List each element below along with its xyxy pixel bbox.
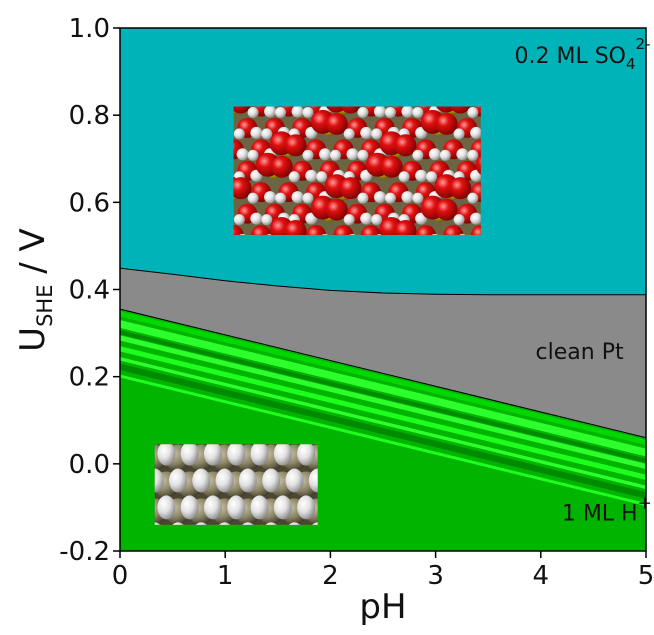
x-tick-label: 1: [217, 561, 234, 591]
region-label-clean-pt: clean Pt: [536, 340, 624, 365]
hydrogen-band-3: [120, 335, 646, 470]
y-tick-label: 0.4: [69, 276, 110, 306]
hydrogen-band-2: [120, 330, 646, 463]
y-tick-label: 0.0: [69, 450, 110, 480]
y-tick-label: 0.8: [69, 101, 110, 131]
hydrogen-band-7: [120, 374, 646, 507]
ticks-layer: 0 1 2 3 4 5 -0.2 0.0 0.2 0.4 0.6 0.8 1.0: [59, 14, 654, 591]
region-label-hydrogen-main: 1 ML H: [562, 501, 638, 526]
boundary-sulfate-clean: [120, 267, 646, 296]
hydrogen-band-4: [120, 346, 646, 480]
x-tick-label: 4: [533, 561, 550, 591]
x-axis-title: pH: [359, 587, 406, 627]
hydrogen-band-0: [120, 311, 646, 446]
region-label-sulfate-main: 0.2 ML SO: [515, 44, 627, 69]
region-label-hydrogen-sup: +: [638, 493, 652, 513]
y-tick-label: -0.2: [59, 537, 110, 567]
hydrogen-bands-layer: [120, 311, 646, 507]
hydrogen-band-1: [120, 320, 646, 457]
y-axis-title-suffix: / V: [13, 228, 53, 284]
hydrogen-band-6: [120, 363, 646, 499]
region-label-sulfate-sub: 4: [626, 55, 636, 73]
x-tick-label: 0: [112, 561, 129, 591]
region-label-clean-main: clean Pt: [536, 340, 624, 365]
x-tick-label: 2: [322, 561, 339, 591]
region-label-sulfate-sup: 2-: [636, 35, 651, 53]
region-label-hydrogen: 1 ML H+: [562, 493, 652, 526]
region-label-sulfate: 0.2 ML SO42-: [515, 35, 651, 73]
y-axis-title-sub: SHE: [33, 285, 57, 327]
y-tick-label: 0.6: [69, 188, 110, 218]
y-tick-label: 0.2: [69, 363, 110, 393]
x-tick-label: 3: [427, 561, 444, 591]
region-clean-pt: [120, 268, 646, 438]
x-tick-label: 5: [638, 561, 654, 591]
hydrogen-structure-image: [154, 444, 318, 525]
hydrogen-band-5: [120, 357, 646, 490]
boundaries-layer: [120, 267, 646, 439]
sulfate-structure-image: [233, 106, 481, 236]
y-axis-title-main: U: [13, 327, 53, 352]
y-tick-label: 1.0: [69, 14, 110, 44]
insets-layer: [154, 106, 481, 525]
y-axis-title: USHE / V: [13, 228, 57, 352]
boundary-clean-hydrogen: [120, 308, 646, 439]
